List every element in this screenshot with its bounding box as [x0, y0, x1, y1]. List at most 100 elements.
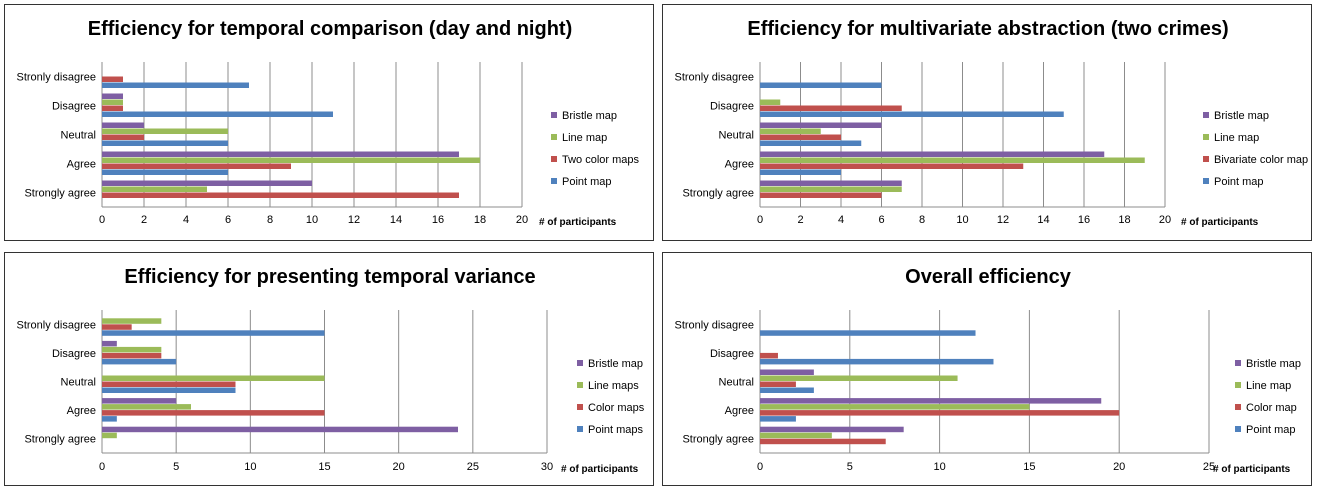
legend-label-point-maps: Point maps: [588, 424, 644, 436]
x-tick-label: 18: [474, 214, 486, 226]
y-category-label: Disagree: [710, 348, 754, 360]
legend-label-point-map: Point map: [1214, 176, 1264, 188]
x-tick-label: 20: [393, 461, 405, 473]
bar-line-map-disagree: [760, 99, 781, 105]
chart-title: Efficiency for presenting temporal varia…: [124, 266, 535, 288]
bar-bristle-map-strongly-agree: [760, 180, 902, 186]
x-tick-label: 8: [267, 214, 273, 226]
legend-swatch-bivariate-color-map: [1203, 156, 1209, 162]
bar-point-maps-disagree: [102, 358, 177, 365]
x-tick-label: 18: [1118, 214, 1130, 226]
x-tick-label: 12: [997, 214, 1009, 226]
bar-bivariate-color-map-strongly-agree: [760, 192, 882, 198]
x-tick-label: 10: [306, 214, 318, 226]
bar-two-color-maps-disagree: [102, 105, 123, 111]
chart-svg-overall-efficiency: Overall efficiency 0 5 10 15 20 25# of partici…: [675, 266, 1302, 475]
legend-swatch-point-map: [1203, 178, 1209, 184]
x-tick-label: 16: [432, 214, 444, 226]
bar-color-maps-agree: [102, 410, 325, 416]
bar-line-map-neutral: [760, 128, 821, 134]
legend-label-line-maps: Line maps: [588, 380, 639, 392]
y-category-label: Disagree: [710, 101, 754, 113]
x-axis-label: # of participants: [539, 217, 617, 228]
bar-point-map-agree: [102, 169, 228, 175]
bar-point-map-stronly-disagree: [102, 82, 249, 88]
x-tick-label: 15: [1023, 461, 1035, 473]
x-axis-label: # of participants: [1181, 217, 1259, 228]
y-category-label: Agree: [67, 159, 96, 171]
bar-line-maps-stronly-disagree: [102, 318, 162, 324]
bar-line-map-agree: [760, 404, 1030, 410]
bar-line-maps-agree: [102, 404, 191, 410]
bar-point-map-agree: [760, 169, 841, 175]
x-tick-label: 0: [99, 214, 105, 226]
bar-point-map-disagree: [760, 111, 1064, 117]
legend-swatch-bristle-map: [551, 112, 557, 118]
bar-line-map-agree: [102, 157, 480, 163]
x-tick-label: 4: [183, 214, 189, 226]
bar-color-maps-stronly-disagree: [102, 324, 132, 330]
bar-point-map-disagree: [760, 358, 994, 365]
legend-swatch-point-map: [551, 178, 557, 184]
legend-label-line-map: Line map: [562, 132, 607, 144]
bar-bivariate-color-map-neutral: [760, 134, 841, 140]
y-category-label: Neutral: [719, 130, 754, 142]
chart-panel-overall-efficiency: Overall efficiency 0 5 10 15 20 25 # of partici…: [662, 252, 1312, 486]
chart-panel-temporal-comparison: Efficiency for temporal comparison (day …: [4, 4, 654, 241]
bar-bivariate-color-map-agree: [760, 163, 1024, 169]
bar-point-map-stronly-disagree: [760, 330, 976, 336]
legend-label-color-map: Color map: [1246, 402, 1297, 414]
x-tick-label: 6: [878, 214, 884, 226]
chart-svg-temporal-comparison: Efficiency for temporal comparison (day …: [17, 18, 640, 228]
chart-panel-multivariate-abstraction: Efficiency for multivariate abstraction …: [662, 4, 1312, 241]
legend-label-bristle-map: Bristle map: [562, 110, 617, 122]
x-tick-label: 10: [933, 461, 945, 473]
legend-swatch-line-map: [1235, 382, 1241, 388]
bar-bristle-map-strongly-agree: [102, 426, 458, 433]
x-tick-label: 14: [1037, 214, 1049, 226]
bar-bristle-map-strongly-agree: [760, 426, 904, 433]
bar-line-map-neutral: [760, 375, 958, 381]
bar-color-map-strongly-agree: [760, 438, 886, 445]
y-category-label: Strongly agree: [682, 188, 754, 200]
legend-swatch-bristle-map: [577, 360, 583, 366]
bar-line-map-strongly-agree: [760, 186, 902, 192]
x-tick-label: 10: [244, 461, 256, 473]
y-category-label: Neutral: [61, 130, 96, 142]
legend-swatch-point-maps: [577, 426, 583, 432]
bar-two-color-maps-agree: [102, 163, 291, 169]
legend-label-line-map: Line map: [1246, 380, 1291, 392]
bar-color-map-disagree: [760, 352, 778, 359]
legend-swatch-color-maps: [577, 404, 583, 410]
bar-point-map-stronly-disagree: [760, 82, 882, 88]
bar-point-maps-stronly-disagree: [102, 330, 325, 336]
x-tick-label: 30: [541, 461, 553, 473]
bar-bristle-map-neutral: [102, 122, 144, 128]
x-tick-label: 2: [141, 214, 147, 226]
bar-bristle-map-neutral: [760, 122, 882, 128]
bar-point-map-neutral: [760, 387, 814, 393]
legend-swatch-line-map: [551, 134, 557, 140]
bar-bristle-map-disagree: [102, 93, 123, 99]
bar-point-maps-neutral: [102, 387, 236, 393]
x-tick-label: 15: [318, 461, 330, 473]
bar-point-map-agree: [760, 416, 796, 422]
chart-title: Overall efficiency: [905, 266, 1072, 288]
x-tick-label: 25: [467, 461, 479, 473]
bar-bristle-map-agree: [102, 151, 459, 157]
bar-point-map-neutral: [102, 140, 228, 146]
legend-label-bristle-map: Bristle map: [1246, 358, 1301, 370]
x-tick-label: 20: [1113, 461, 1125, 473]
y-category-label: Neutral: [61, 377, 96, 389]
legend-label-line-map: Line map: [1214, 132, 1259, 144]
y-category-label: Stronly disagree: [17, 72, 97, 84]
legend-swatch-line-map: [1203, 134, 1209, 140]
bar-bristle-map-disagree: [102, 340, 117, 347]
x-axis-label: # of participants: [1213, 464, 1291, 475]
chart-svg-temporal-variance: Efficiency for presenting temporal varia…: [17, 266, 645, 475]
legend-swatch-bristle-map: [1203, 112, 1209, 118]
bar-line-maps-strongly-agree: [102, 432, 117, 439]
bar-line-maps-disagree: [102, 346, 162, 353]
bar-color-maps-neutral: [102, 381, 236, 387]
y-category-label: Disagree: [52, 348, 96, 360]
